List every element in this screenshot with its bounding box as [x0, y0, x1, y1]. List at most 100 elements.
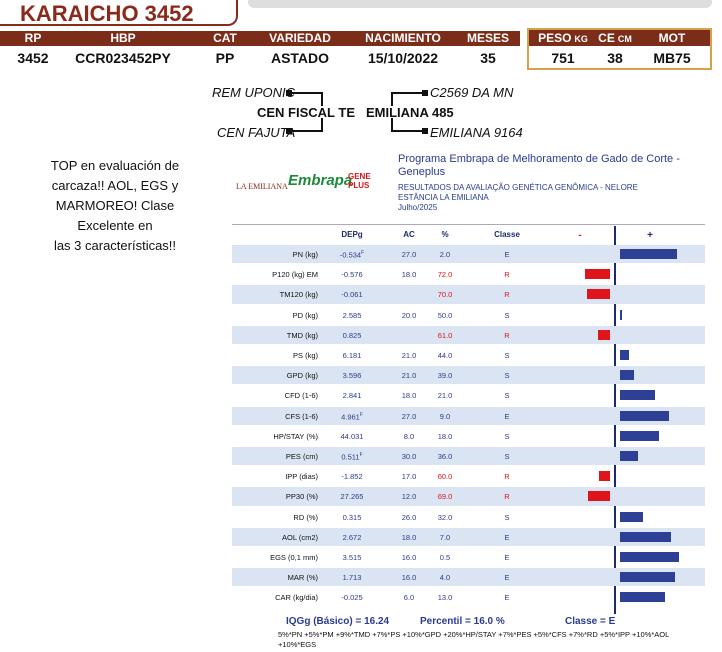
trait: AOL (cm2)	[282, 532, 318, 542]
column-header: -	[578, 230, 582, 241]
percent: 9.0	[439, 411, 451, 421]
dep: 44.031	[340, 431, 364, 441]
pedigree-lines	[286, 90, 428, 134]
trait: RD (%)	[293, 512, 318, 522]
comment-line: las 3 características!!	[53, 238, 177, 253]
percent: 60.0	[437, 472, 453, 482]
ac: 16.0	[401, 573, 417, 583]
measure-label: CE CM	[575, 31, 655, 45]
bar-positive	[620, 552, 679, 562]
dep: 2.585	[342, 310, 362, 320]
bar-positive	[620, 451, 638, 461]
header-label: MESES	[466, 31, 509, 45]
dep: 4.961F	[341, 411, 363, 422]
dep-flag: F	[359, 411, 363, 418]
ac: 8.0	[403, 431, 415, 441]
bar-positive	[620, 410, 669, 421]
classe: E	[504, 593, 510, 603]
bar-positive	[620, 370, 634, 381]
dep: -0.061	[341, 290, 363, 300]
ac: 18.0	[401, 532, 417, 542]
formula: 5%*PN +5%*PM +9%*TMD +7%*PS +10%*GPD +20…	[278, 630, 670, 649]
dep: -0.576	[341, 270, 363, 280]
dep: 0.315	[342, 512, 362, 522]
dep: -0.025	[341, 593, 363, 603]
bar-positive	[620, 592, 665, 603]
trait: EGS (0,1 mm)	[270, 553, 318, 562]
classe: S	[504, 310, 510, 320]
bar-positive	[620, 350, 629, 360]
trait: CAR (kg/dia)	[275, 593, 318, 603]
dam: EMILIANA 485	[366, 105, 454, 120]
classe: S	[504, 452, 510, 461]
class: Classe = E	[565, 616, 616, 627]
dam-dam: EMILIANA 9164	[430, 125, 523, 140]
measure-unit: CM	[617, 34, 632, 44]
classe: E	[504, 553, 510, 562]
dep: 6.181	[342, 351, 362, 360]
dep-flag: F	[359, 452, 363, 458]
percent: 18.0	[437, 431, 453, 441]
classe: S	[504, 351, 510, 360]
classe: E	[504, 532, 510, 542]
percent: 72.0	[437, 270, 453, 280]
ac: 12.0	[401, 492, 417, 502]
classe: R	[504, 492, 510, 502]
trait: PS (kg)	[292, 351, 318, 360]
percent: 7.0	[439, 532, 451, 542]
header-value: CCR023452PY	[75, 50, 171, 66]
row-band	[232, 406, 705, 425]
percent: 32.0	[437, 512, 453, 522]
percent: 0.5	[439, 553, 451, 562]
row-band	[232, 447, 705, 466]
trait: TM120 (kg)	[279, 290, 318, 300]
measure-value: MB75	[653, 50, 691, 66]
percent: 44.0	[437, 351, 453, 360]
sire: CEN FISCAL TE	[257, 105, 355, 120]
percent: 39.0	[437, 371, 453, 381]
bar-positive	[620, 511, 643, 522]
ac: 18.0	[401, 270, 417, 280]
header-label: NACIMIENTO	[365, 31, 441, 45]
bar-negative	[599, 471, 610, 482]
measure-name: MOT	[658, 31, 686, 45]
ac: 27.0	[401, 250, 417, 259]
row-band	[232, 527, 705, 546]
trait: HP/STAY (%)	[273, 431, 318, 441]
classe: S	[504, 371, 510, 381]
table-rule	[232, 224, 705, 225]
trait: PP30 (%)	[285, 492, 318, 502]
trait: GPD (kg)	[286, 371, 318, 381]
ac: 26.0	[401, 512, 417, 522]
row-band	[232, 245, 705, 264]
trait: CFD (1-6)	[284, 391, 318, 401]
classe: R	[504, 330, 510, 340]
animal-name: KARAICHO 3452	[20, 1, 194, 26]
classe: R	[504, 290, 510, 300]
dep: -1.852	[341, 472, 363, 482]
trait: PES (cm)	[285, 452, 318, 461]
comment: TOP en evaluación de carcaza!! AOL, EGS y…	[20, 156, 210, 256]
ac: 6.0	[403, 593, 415, 603]
column-header: AC	[403, 230, 415, 239]
dep: 0.511F	[341, 452, 363, 462]
measures-box	[527, 28, 712, 70]
dep-flag: F	[361, 250, 365, 256]
percent: 2.0	[439, 250, 451, 259]
program-subtitle: RESULTADOS DA AVALIAÇÃO GENÉTICA GENÔMIC…	[398, 183, 638, 192]
header-value: 3452	[17, 50, 49, 66]
measure-unit: KG	[574, 34, 588, 44]
comment-line: TOP en evaluación de	[50, 158, 180, 173]
measure-value: 751	[551, 50, 575, 66]
program-title: Programa Embrapa de Melhoramento de Gado…	[398, 153, 680, 178]
percentile: Percentil = 16.0 %	[420, 616, 505, 627]
classe: S	[504, 431, 510, 441]
trait: P120 (kg) EM	[272, 270, 318, 280]
ac: 27.0	[401, 411, 417, 421]
trait: PD (kg)	[292, 310, 318, 320]
title-box	[0, 0, 238, 26]
row-band	[232, 325, 705, 344]
bar-positive	[620, 430, 659, 441]
classe: E	[504, 573, 510, 583]
